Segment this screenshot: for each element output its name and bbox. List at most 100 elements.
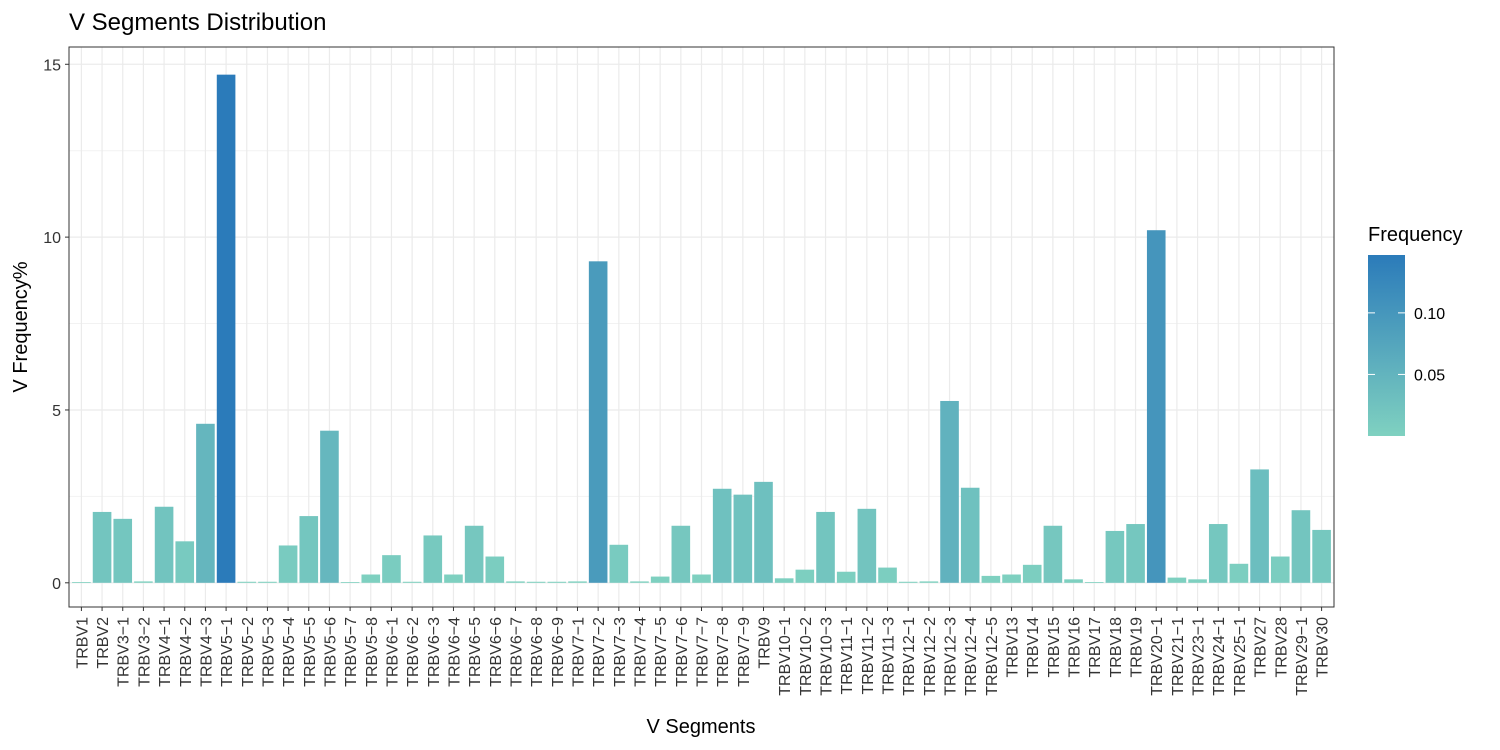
- bar: [485, 556, 505, 583]
- bar: [361, 574, 381, 583]
- x-axis-title: V Segments: [647, 716, 756, 738]
- x-tick-label: TRBV13: [1005, 617, 1022, 678]
- bar: [650, 576, 670, 583]
- x-tick-label: TRBV3−1: [116, 617, 133, 687]
- x-tick-label: TRBV12−4: [963, 617, 980, 696]
- bar: [609, 544, 629, 583]
- x-tick-label: TRBV7−6: [674, 617, 691, 687]
- bar: [299, 516, 319, 583]
- y-tick-label: 10: [43, 230, 61, 247]
- x-tick-label: TRBV7−7: [695, 617, 712, 687]
- x-tick-label: TRBV5−8: [364, 617, 381, 687]
- x-tick-label: TRBV28: [1273, 617, 1290, 678]
- bar: [1167, 577, 1187, 583]
- x-tick-label: TRBV14: [1025, 617, 1042, 678]
- bar: [898, 581, 918, 583]
- bar: [278, 545, 298, 583]
- legend-tick-label: 0.05: [1414, 367, 1445, 384]
- x-tick-label: TRBV24−1: [1211, 617, 1228, 696]
- x-tick-label: TRBV17: [1087, 617, 1104, 678]
- bar: [836, 571, 856, 583]
- bar: [237, 581, 257, 583]
- bar: [940, 400, 959, 583]
- x-tick-label: TRBV4−3: [198, 617, 215, 687]
- x-tick-label: TRBV29−1: [1294, 617, 1311, 696]
- x-tick-label: TRBV11−3: [881, 617, 898, 695]
- bar: [134, 581, 153, 583]
- bar: [196, 423, 215, 583]
- bar-layer: [72, 74, 1331, 583]
- bar: [1002, 574, 1021, 583]
- bar: [1229, 563, 1249, 583]
- x-tick-label: TRBV5−4: [281, 617, 298, 687]
- bar: [981, 575, 1001, 583]
- x-tick-label: TRBV15: [1046, 617, 1063, 678]
- grid-layer: [69, 47, 1334, 607]
- bar: [733, 494, 753, 583]
- bar: [816, 511, 835, 583]
- x-tick-label: TRBV5−5: [302, 617, 319, 687]
- x-tick-label: TRBV7−1: [570, 617, 587, 687]
- x-tick-label: TRBV12−1: [901, 617, 918, 696]
- bar: [1105, 530, 1125, 583]
- x-tick-label: TRBV6−6: [488, 617, 505, 687]
- x-tick-label: TRBV6−8: [529, 617, 546, 687]
- x-tick-label: TRBV6−5: [467, 617, 484, 687]
- bar: [671, 525, 691, 583]
- x-tick-label: TRBV11−2: [860, 617, 877, 695]
- legend-colorbar: [1368, 255, 1405, 436]
- bar: [568, 581, 587, 583]
- bar: [320, 430, 339, 583]
- chart-title: V Segments Distribution: [69, 9, 326, 36]
- bar: [1208, 524, 1228, 583]
- legend-title: Frequency: [1368, 224, 1463, 246]
- x-tick-label: TRBV6−3: [426, 617, 443, 687]
- bar: [464, 525, 484, 583]
- x-tick-label: TRBV7−2: [591, 617, 608, 687]
- bar: [1188, 579, 1207, 583]
- x-tick-label: TRBV5−2: [240, 617, 257, 687]
- bar: [216, 74, 236, 583]
- x-tick-label: TRBV7−4: [632, 617, 649, 687]
- x-tick-label: TRBV12−2: [922, 617, 939, 696]
- y-axis: 0 5 10 15: [43, 57, 69, 593]
- bar: [175, 541, 195, 583]
- bar: [1146, 230, 1166, 583]
- x-tick-label: TRBV5−3: [260, 617, 277, 687]
- x-tick-label: TRBV6−2: [405, 617, 422, 687]
- x-tick-label: TRBV7−8: [715, 617, 732, 687]
- y-tick-label: 5: [52, 403, 61, 420]
- x-tick-label: TRBV6−9: [550, 617, 567, 687]
- x-tick-label: TRBV4−2: [178, 617, 195, 687]
- x-tick-label: TRBV16: [1067, 617, 1084, 678]
- bar: [588, 261, 608, 583]
- bar: [340, 582, 360, 583]
- x-tick-label: TRBV5−7: [343, 617, 360, 687]
- x-tick-label: TRBV5−6: [322, 617, 339, 687]
- x-tick-label: TRBV10−1: [777, 617, 794, 696]
- bar: [1312, 529, 1331, 583]
- bar: [878, 567, 897, 583]
- bar: [754, 481, 773, 583]
- x-tick-label: TRBV7−5: [653, 617, 670, 687]
- x-tick-label: TRBV18: [1108, 617, 1125, 678]
- bar: [113, 518, 133, 583]
- x-tick-label: TRBV23−1: [1191, 617, 1208, 696]
- bar: [1064, 579, 1083, 583]
- bar: [258, 581, 277, 583]
- bar: [154, 506, 174, 583]
- x-tick-label: TRBV25−1: [1232, 617, 1249, 696]
- bar: [630, 581, 649, 583]
- legend: Frequency 0.05 0.10: [1368, 224, 1463, 436]
- x-axis: TRBV1 TRBV2 TRBV3−1 TRBV3−2 TRBV4−1 TRBV4−2 TR…: [74, 607, 1332, 696]
- x-tick-label: TRBV6−4: [446, 617, 463, 687]
- x-tick-label: TRBV2: [95, 617, 112, 669]
- x-tick-label: TRBV12−3: [943, 617, 960, 696]
- x-tick-label: TRBV4−1: [157, 617, 174, 687]
- bar: [774, 578, 794, 583]
- bar: [1250, 469, 1269, 583]
- bar: [712, 488, 732, 583]
- x-tick-label: TRBV3−2: [136, 617, 153, 687]
